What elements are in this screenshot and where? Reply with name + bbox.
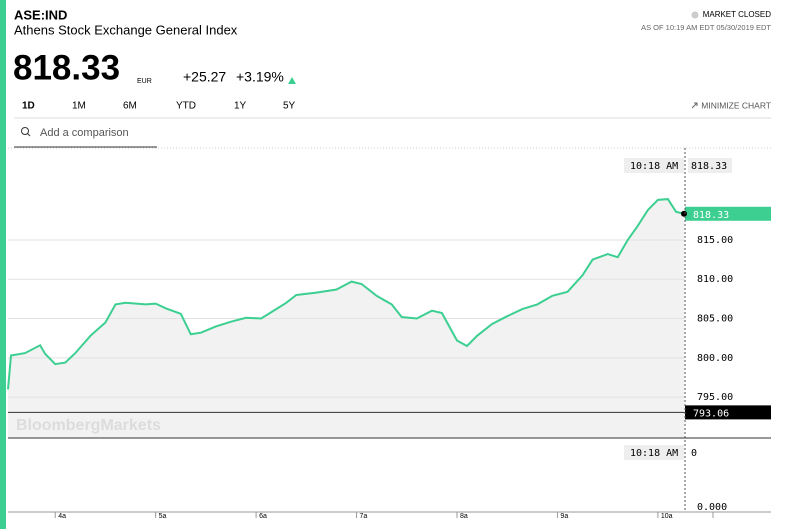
x-tick-label: 7a bbox=[360, 513, 368, 520]
volume-time: 10:18 AM bbox=[630, 448, 678, 459]
y-tick-label: 810.00 bbox=[697, 274, 733, 285]
volume-value: 0 bbox=[691, 448, 697, 459]
cursor-time: 10:18 AM bbox=[630, 161, 678, 172]
x-tick-label: 5a bbox=[159, 513, 167, 520]
volume-tick: 0.000 bbox=[697, 502, 727, 513]
y-tick-label: 800.00 bbox=[697, 353, 733, 364]
range-tab[interactable]: 1Y bbox=[234, 101, 247, 112]
y-tick-label: 815.00 bbox=[697, 235, 733, 246]
x-tick-label: 10a bbox=[661, 513, 673, 520]
tabs: 1D 1M 6M YTD 1Y 5Y bbox=[22, 101, 296, 112]
x-tick-label: 8a bbox=[460, 513, 468, 520]
range-tab[interactable]: YTD bbox=[176, 101, 196, 112]
last-label: 818.33 bbox=[693, 210, 729, 221]
range-tab[interactable]: 5Y bbox=[283, 101, 296, 112]
plot: 795.00 800.00 805.00 810.00 815.00 793.06 818.… bbox=[7, 148, 771, 520]
last-tag bbox=[685, 206, 771, 221]
volume-time-box bbox=[624, 445, 684, 460]
change-pct: +3.19% bbox=[236, 69, 284, 85]
x-tick-label: 4a bbox=[58, 513, 66, 520]
range-tab[interactable]: 1D bbox=[22, 101, 35, 112]
index-name: Athens Stock Exchange General Index bbox=[14, 22, 238, 37]
search-icon bbox=[21, 127, 29, 135]
x-tick-label: 9a bbox=[560, 513, 568, 520]
as-of: AS OF 10:19 AM EDT 05/30/2019 EDT bbox=[641, 23, 771, 32]
cursor-time-box bbox=[624, 158, 684, 173]
range-tab[interactable]: 1M bbox=[72, 101, 86, 112]
cursor-value-box bbox=[688, 158, 732, 173]
accent-bar bbox=[0, 0, 6, 529]
last-point bbox=[680, 210, 687, 217]
search-input[interactable]: Add a comparison bbox=[40, 127, 129, 139]
x-tick-label: 6a bbox=[259, 513, 267, 520]
y-tick-label: 805.00 bbox=[697, 314, 733, 325]
ticker: ASE:IND bbox=[14, 7, 67, 22]
market-status: MARKET CLOSED bbox=[703, 10, 772, 19]
cursor-value: 818.33 bbox=[691, 161, 727, 172]
currency: EUR bbox=[137, 78, 152, 85]
price: 818.33 bbox=[13, 48, 120, 87]
status-dot bbox=[691, 11, 699, 19]
y-tick-label: 795.00 bbox=[697, 392, 733, 403]
up-arrow bbox=[288, 77, 296, 84]
search-icon-handle bbox=[27, 133, 31, 137]
watermark: BloombergMarkets bbox=[16, 417, 161, 434]
prev-close-tag bbox=[685, 405, 771, 420]
minimize-button[interactable]: MINIMIZE CHART bbox=[701, 100, 771, 110]
range-tab[interactable]: 6M bbox=[123, 101, 137, 112]
price-line bbox=[7, 198, 685, 390]
minimize-icon bbox=[691, 102, 698, 109]
prev-close-label: 793.06 bbox=[693, 408, 729, 419]
change: +25.27 bbox=[183, 69, 226, 85]
